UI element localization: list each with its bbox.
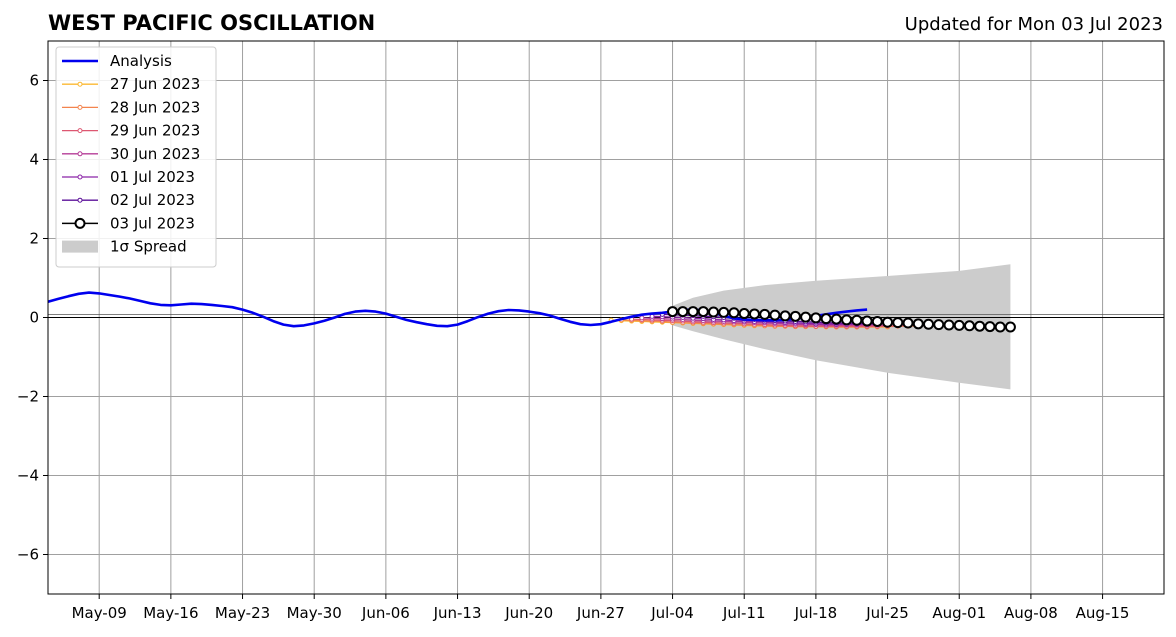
legend-box — [55, 46, 217, 268]
x-tick-label: Aug-01 — [932, 604, 986, 622]
legend-swatch-marker — [77, 197, 83, 203]
latest-forecast-point — [810, 312, 822, 324]
latest-forecast-point — [820, 313, 832, 325]
latest-forecast-point — [912, 318, 924, 330]
legend-swatch-spread — [62, 240, 98, 253]
plot-area: May-09 May-16 May-23 May-30 Jun-06 Jun-13 Jun-… — [17, 40, 1165, 622]
latest-forecast-point — [882, 316, 894, 328]
latest-forecast-point — [871, 315, 883, 327]
legend-entry-label: 28 Jun 2023 — [110, 98, 200, 116]
y-tick-label: −6 — [17, 546, 39, 564]
x-tick-label: May-30 — [287, 604, 342, 622]
latest-forecast-point — [861, 315, 873, 327]
latest-forecast-point — [994, 321, 1006, 333]
latest-forecast-point — [902, 317, 914, 329]
latest-forecast-point — [718, 306, 730, 318]
y-tick-label: −4 — [17, 467, 39, 485]
latest-forecast-point — [748, 308, 760, 320]
legend-swatch-marker — [77, 104, 83, 110]
legend-swatch-marker — [77, 81, 83, 87]
latest-forecast-point — [851, 314, 863, 326]
latest-forecast-point — [953, 319, 965, 331]
latest-forecast-point — [759, 308, 771, 320]
y-tick-label: −2 — [17, 388, 39, 406]
x-tick-label: May-16 — [143, 604, 198, 622]
latest-forecast-point — [667, 306, 679, 318]
x-tick-label: Aug-08 — [1004, 604, 1058, 622]
analysis-line — [48, 291, 868, 328]
latest-forecast-point — [779, 310, 791, 322]
legend-entry-label: 02 Jul 2023 — [110, 191, 195, 209]
latest-forecast-point — [769, 309, 781, 321]
latest-forecast-point — [789, 310, 801, 322]
legend-entry-label: 27 Jun 2023 — [110, 75, 200, 93]
latest-forecast-point — [984, 321, 996, 333]
data-layer — [48, 264, 1164, 390]
x-tick-label: Aug-15 — [1076, 604, 1130, 622]
legend: Analysis 27 Jun 2023 28 Jun 2023 29 Jun 202… — [55, 46, 217, 268]
latest-forecast-point — [963, 320, 975, 332]
y-tick-label: 2 — [29, 230, 39, 248]
x-tick-label: Jul-18 — [794, 604, 838, 622]
y-tick-label: 0 — [29, 309, 39, 327]
legend-swatch-marker — [77, 128, 83, 134]
latest-forecast-point — [687, 306, 699, 318]
chart-title: WEST PACIFIC OSCILLATION — [48, 11, 375, 35]
legend-entry-label: 03 Jul 2023 — [110, 214, 195, 232]
x-tick-label: Jul-25 — [865, 604, 909, 622]
legend-swatch-marker — [77, 151, 83, 157]
x-tick-label: Jul-04 — [650, 604, 694, 622]
forecast-point — [639, 315, 645, 321]
legend-swatch-marker — [74, 217, 86, 229]
latest-forecast-point — [933, 319, 945, 331]
latest-forecast-point — [697, 306, 709, 318]
latest-forecast-point — [708, 306, 720, 318]
x-tick-label: Jun-06 — [361, 604, 410, 622]
latest-forecast-point — [728, 307, 740, 319]
legend-swatch-marker — [77, 174, 83, 180]
y-tick-label: 6 — [29, 72, 39, 90]
latest-forecast-point — [974, 320, 986, 332]
legend-entry-label: Analysis — [110, 52, 172, 70]
x-tick-label: Jul-11 — [722, 604, 766, 622]
x-tick-label: Jun-27 — [576, 604, 625, 622]
x-tick-label: May-09 — [72, 604, 127, 622]
latest-forecast-point — [677, 306, 689, 318]
x-tick-label: Jun-20 — [504, 604, 553, 622]
latest-forecast-point — [1004, 321, 1016, 333]
y-tick-label: 4 — [29, 151, 39, 169]
x-tick-label: May-23 — [215, 604, 270, 622]
legend-entry-label: 1σ Spread — [110, 238, 187, 256]
latest-forecast-point — [841, 314, 853, 326]
updated-label: Updated for Mon 03 Jul 2023 — [905, 14, 1163, 35]
legend-entry-label: 01 Jul 2023 — [110, 168, 195, 186]
latest-forecast-point — [943, 319, 955, 331]
latest-forecast-point — [892, 317, 904, 329]
forecast-line — [631, 318, 909, 327]
latest-forecast-point — [738, 308, 750, 320]
legend-entry-label: 30 Jun 2023 — [110, 145, 200, 163]
x-tick-label: Jun-13 — [433, 604, 482, 622]
legend-entry-label: 29 Jun 2023 — [110, 122, 200, 140]
latest-forecast-point — [830, 313, 842, 325]
latest-forecast-point — [923, 318, 935, 330]
latest-forecast-point — [800, 311, 812, 323]
